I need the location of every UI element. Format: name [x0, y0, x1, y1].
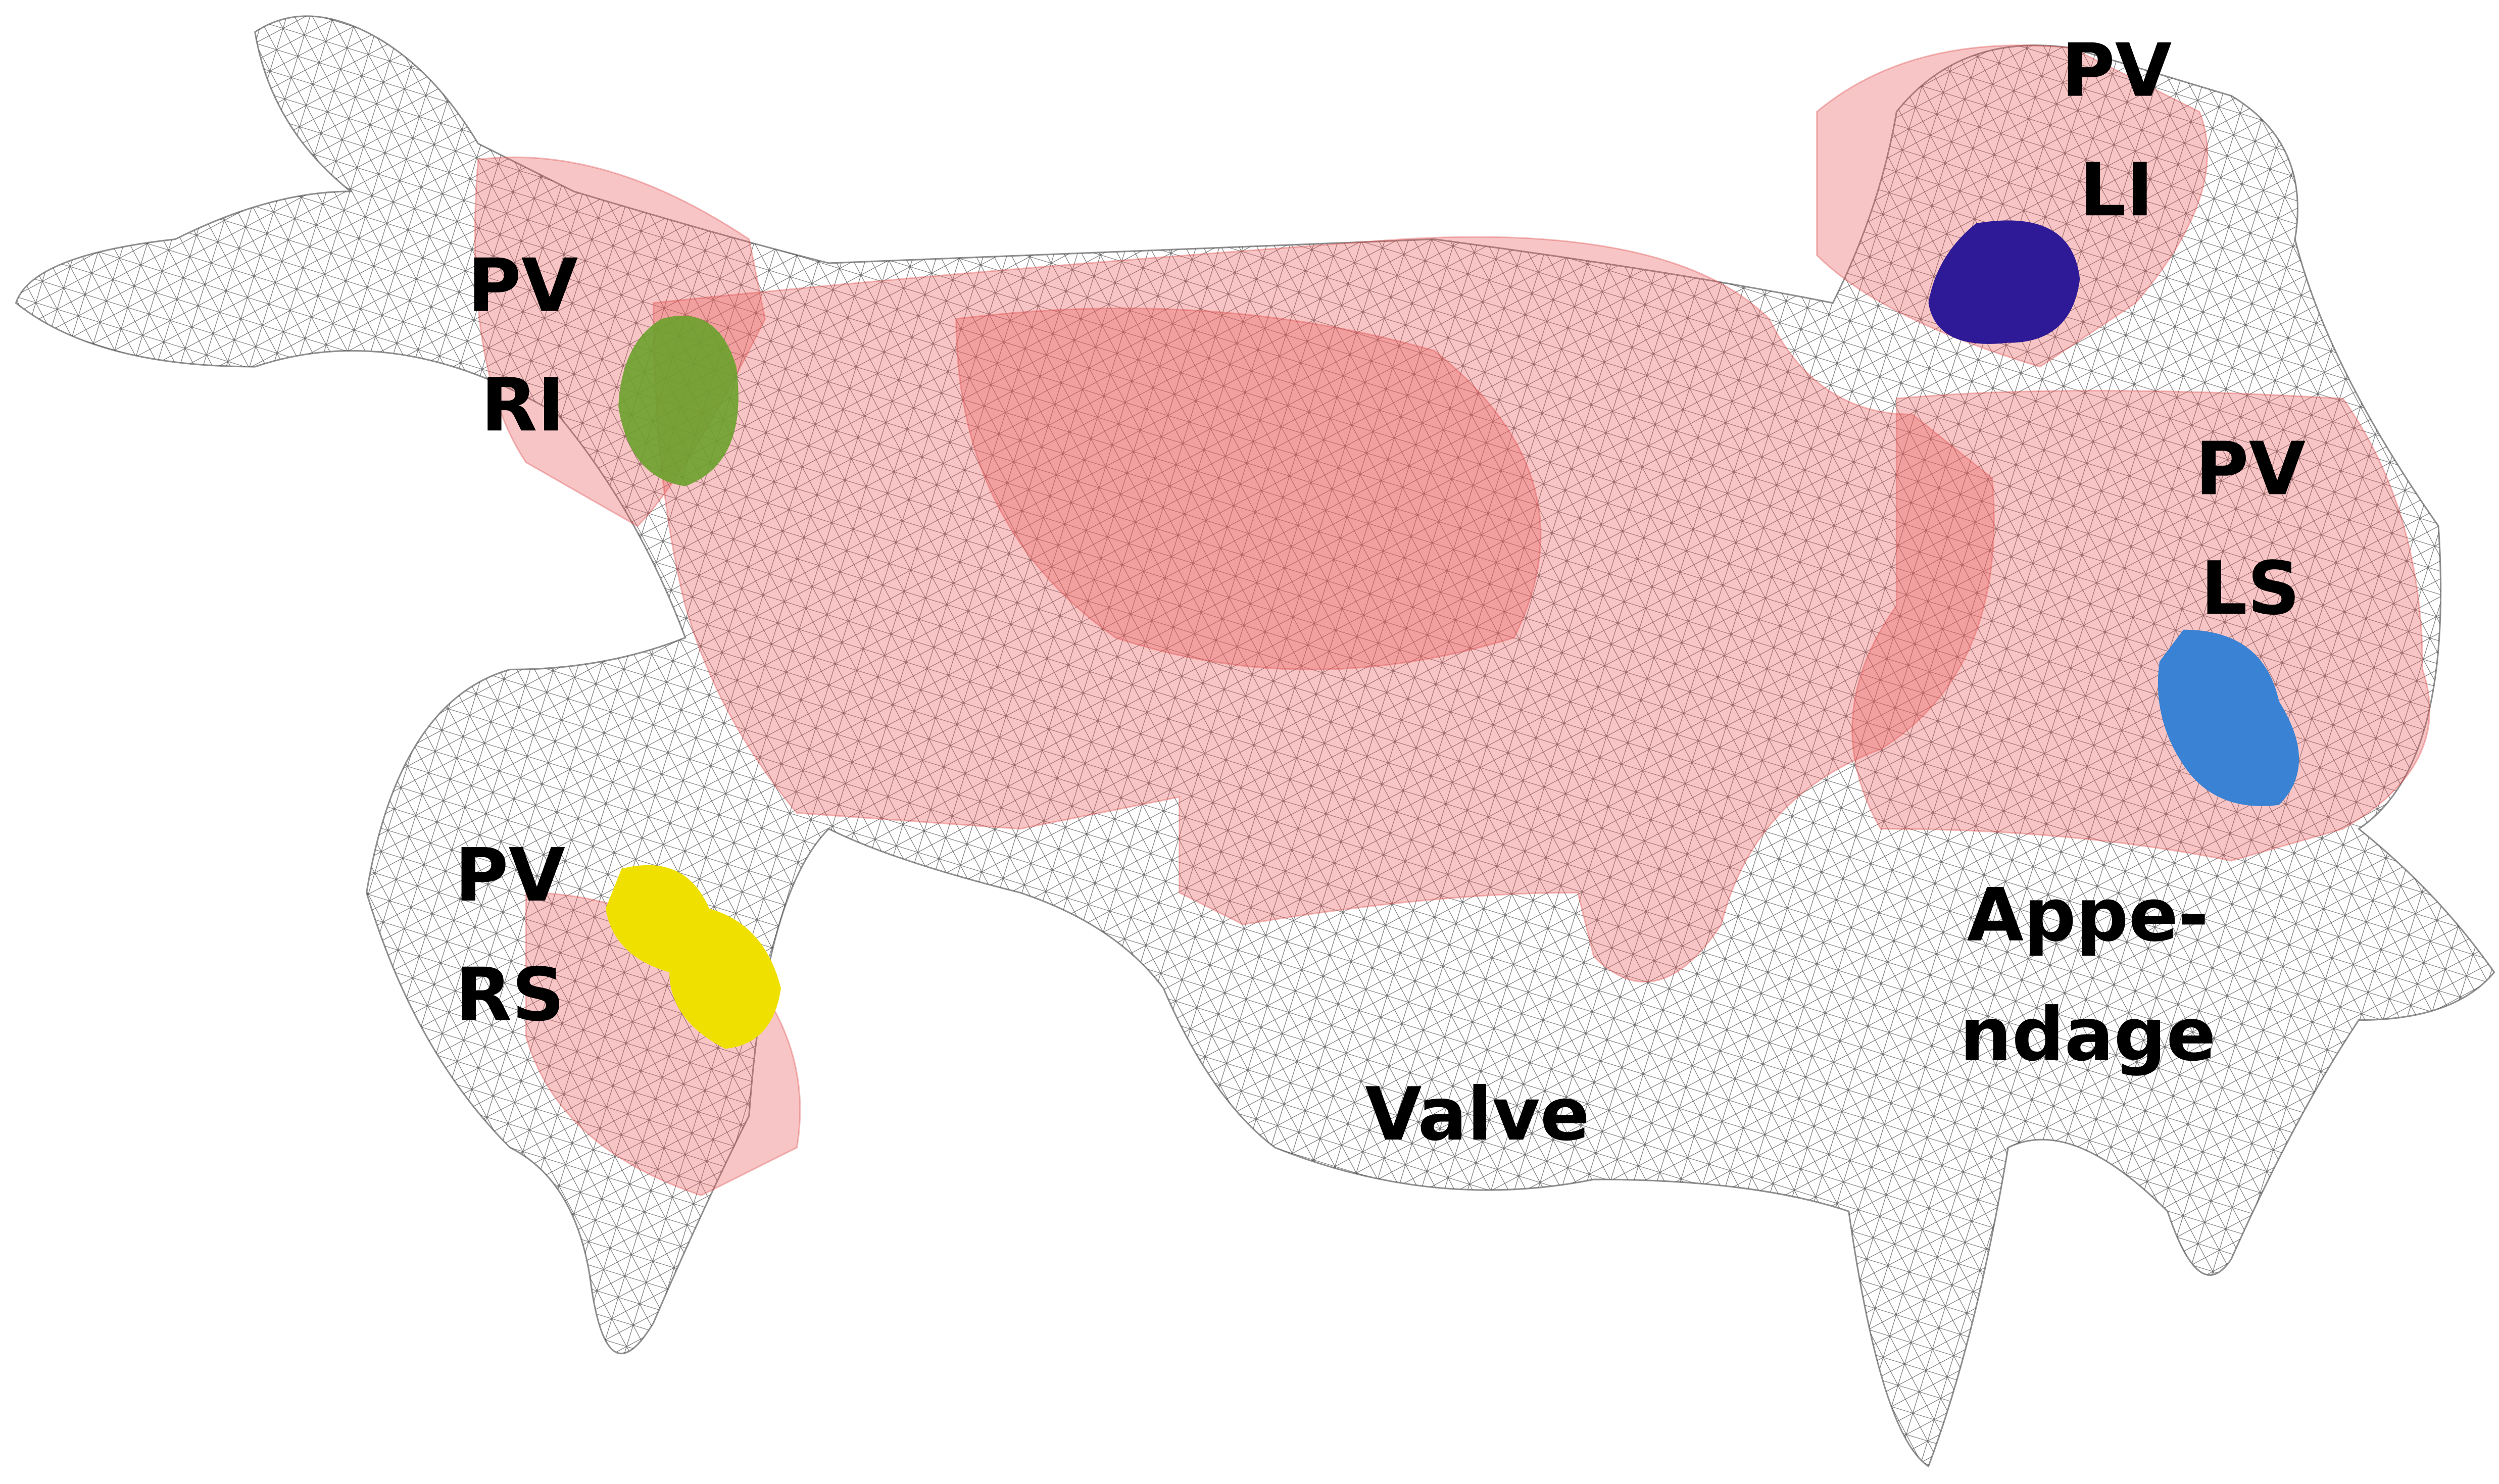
- navy-blob: [1928, 220, 2080, 344]
- region-label: LI: [2080, 147, 2153, 233]
- region-label: PV: [2195, 426, 2306, 512]
- region-label: PV: [455, 833, 565, 918]
- ablation-points: [605, 220, 2299, 1049]
- region-label: ndage: [1959, 992, 2216, 1077]
- region-label: Appe-: [1967, 873, 2209, 958]
- region-label: RS: [455, 953, 564, 1038]
- region-label: RI: [481, 363, 565, 448]
- labels: PV RI PV LI PV LS PV RS Appe-ndage Valve: [455, 28, 2306, 1158]
- region-label: LS: [2200, 546, 2300, 631]
- region-label: Valve: [1365, 1072, 1590, 1157]
- blue-blob: [2158, 629, 2299, 806]
- region-label: PV: [2061, 28, 2172, 114]
- yellow-blob: [605, 865, 781, 1049]
- region-label: PV: [468, 243, 578, 329]
- green-blob: [618, 316, 739, 486]
- red-regions: [474, 44, 2431, 1197]
